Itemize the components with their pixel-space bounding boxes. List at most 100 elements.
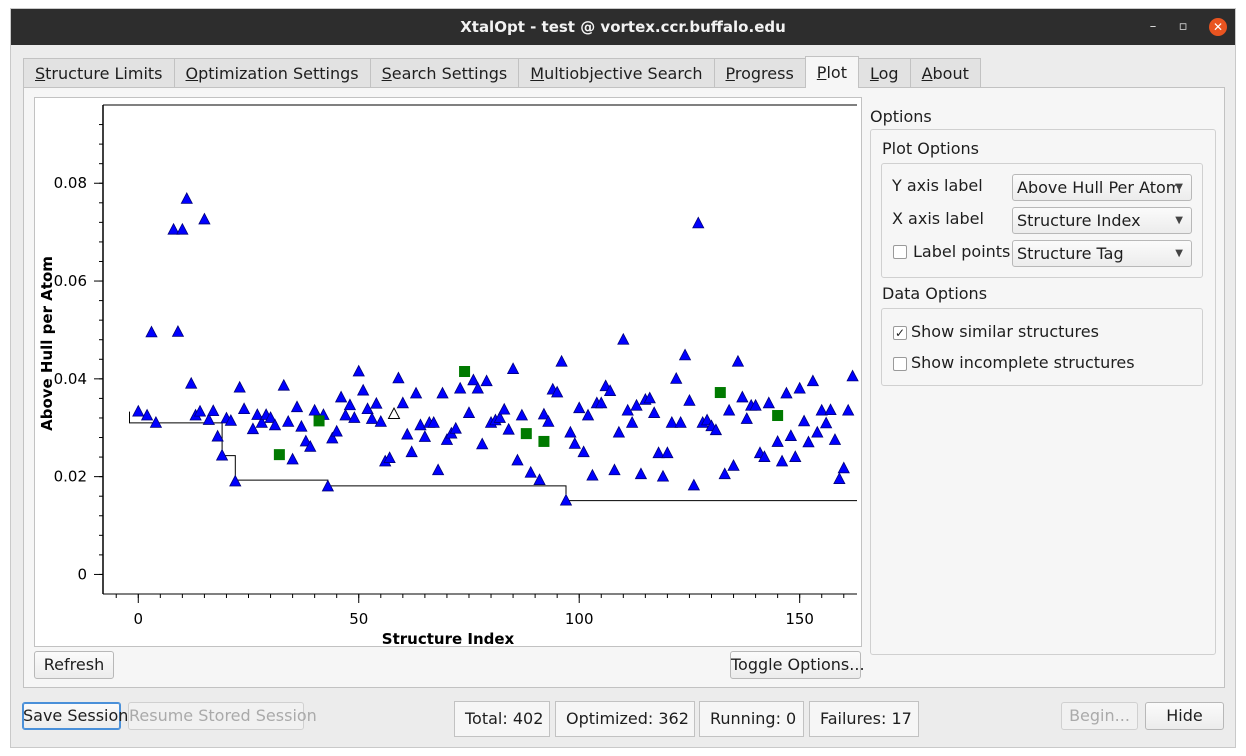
x-axis-combo-value: Structure Index (1017, 211, 1141, 230)
scatter-plot[interactable]: 0 0.02 0.04 0.06 0.08 0 50 100 150 Structure Ind… (35, 98, 862, 647)
show-incomplete-checkbox[interactable] (893, 357, 907, 371)
triangle-point (383, 451, 396, 463)
y-tick-label: 0.08 (54, 174, 87, 192)
tab-optimization-settings[interactable]: Optimization Settings (173, 58, 371, 88)
triangle-point (797, 414, 811, 427)
square-point (772, 410, 784, 422)
triangle-point (290, 400, 304, 413)
save-session-button[interactable]: Save Session (22, 702, 128, 730)
running-count: Running: 0 (699, 701, 804, 737)
triangle-point (436, 386, 449, 399)
chevron-down-icon: ▼ (1175, 248, 1183, 259)
triangle-point (603, 384, 617, 396)
triangle-point (418, 430, 432, 442)
triangle-point (343, 398, 357, 411)
triangle-point (453, 381, 467, 394)
plot-points (132, 192, 859, 506)
refresh-button[interactable]: Refresh (34, 651, 114, 679)
x-axis-combo[interactable]: Structure Index ▼ (1012, 207, 1192, 234)
triangle-point (268, 418, 282, 431)
tab-multiobjective-search[interactable]: Multiobjective Search (518, 58, 715, 88)
x-tick-label: 100 (565, 610, 594, 628)
maximize-icon[interactable]: ▫ (1178, 19, 1188, 34)
hide-button[interactable]: Hide (1145, 702, 1224, 730)
triangle-point (634, 467, 648, 480)
triangle-point (722, 403, 736, 416)
triangle-point (401, 427, 414, 440)
triangle-point (171, 325, 185, 337)
triangle-point (842, 403, 855, 416)
x-tick-label: 150 (785, 610, 814, 628)
y-axis-combo[interactable]: Above Hull Per Atom ▼ (1012, 174, 1192, 201)
tab-progress[interactable]: Progress (713, 58, 806, 88)
y-tick-label: 0.02 (54, 468, 87, 486)
options-panel: Options Plot Options Y axis label Above … (870, 97, 1218, 655)
y-axis-label-text: Y axis label (892, 176, 983, 195)
resume-session-button[interactable]: Resume Stored Session (128, 702, 317, 730)
triangle-point (780, 386, 793, 399)
y-axis-title: Above Hull per Atom (38, 256, 56, 431)
triangle-point (687, 478, 701, 491)
triangle-point (784, 429, 798, 441)
triangle-point (617, 332, 630, 345)
triangle-point (524, 465, 537, 478)
triangle-point (727, 459, 740, 471)
show-similar-text: Show similar structures (911, 322, 1099, 341)
triangle-point (405, 445, 418, 458)
triangle-point (625, 415, 639, 428)
triangle-point (815, 403, 828, 416)
label-points-combo[interactable]: Structure Tag ▼ (1012, 240, 1192, 267)
triangle-point (661, 446, 674, 459)
plot-area[interactable]: 0 0.02 0.04 0.06 0.08 0 50 100 150 Structure Ind… (34, 97, 862, 647)
triangle-point (533, 473, 546, 485)
triangle-point (246, 422, 260, 435)
triangle-point (493, 411, 507, 423)
tab-log[interactable]: Log (857, 58, 911, 88)
triangle-point (731, 354, 745, 367)
triangle-point (149, 415, 163, 428)
triangle-point (321, 479, 335, 492)
triangle-point (819, 416, 833, 429)
triangle-point (612, 425, 626, 438)
title-bar[interactable]: XtalOpt - test @ vortex.ccr.buffalo.edu … (11, 9, 1235, 45)
triangle-point (511, 453, 524, 466)
triangle-point (282, 415, 295, 427)
triangle-point (656, 469, 670, 482)
tab-about[interactable]: About (909, 58, 981, 88)
triangle-point (467, 373, 480, 386)
triangle-point (251, 408, 264, 420)
triangle-point (665, 415, 678, 428)
minimize-icon[interactable]: – (1149, 19, 1157, 34)
triangle-point (758, 450, 771, 462)
tab-search-settings[interactable]: Search Settings (369, 58, 520, 88)
window-title: XtalOpt - test @ vortex.ccr.buffalo.edu (460, 18, 786, 36)
triangle-point (498, 402, 511, 415)
triangle-point (749, 398, 762, 411)
tab-plot[interactable]: Plot (804, 56, 859, 88)
triangle-point (581, 408, 595, 421)
square-point (520, 428, 532, 440)
label-points-checkbox[interactable] (893, 245, 907, 259)
show-similar-checkbox[interactable]: ✓ (893, 326, 907, 340)
optimized-count: Optimized: 362 (555, 701, 695, 737)
triangle-point (718, 467, 731, 480)
tab-structure-limits[interactable]: Structure Limits (23, 58, 175, 88)
close-icon[interactable]: ✕ (1209, 18, 1227, 36)
square-point (714, 387, 726, 399)
x-axis-title: Structure Index (382, 630, 515, 647)
triangle-point (304, 439, 317, 452)
triangle-point (577, 445, 590, 458)
triangle-point (551, 385, 564, 398)
triangle-point (806, 374, 820, 387)
triangle-point (286, 452, 299, 465)
toggle-options-button[interactable]: Toggle Options... (730, 651, 865, 679)
y-tick-label: 0 (77, 565, 87, 583)
triangle-point (709, 423, 723, 436)
triangle-point (771, 435, 784, 447)
y-tick-label: 0.04 (54, 370, 87, 388)
begin-button[interactable]: Begin... (1061, 702, 1138, 730)
triangle-point (427, 415, 440, 428)
triangle-point (736, 390, 749, 403)
triangle-point (224, 414, 238, 426)
triangle-point (678, 348, 692, 361)
